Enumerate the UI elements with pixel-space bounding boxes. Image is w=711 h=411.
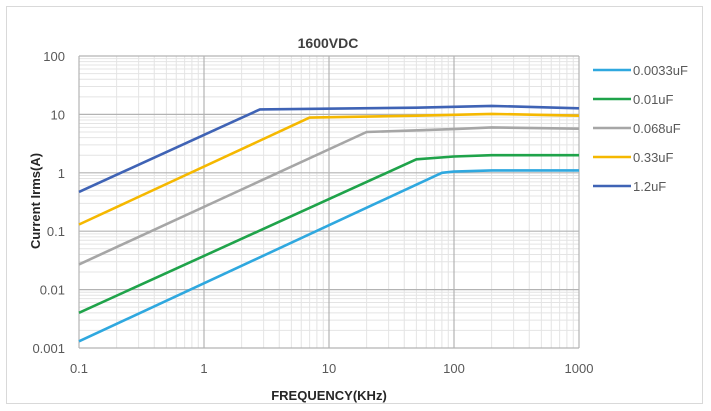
- legend: 0.0033uF 0.01uF 0.068uF 0.33uF 1.2uF: [593, 63, 688, 194]
- x-tick-label: 100: [443, 361, 465, 376]
- y-tick-label: 100: [43, 49, 65, 64]
- x-tick-label: 1000: [565, 361, 594, 376]
- series-line-0.0033uF: [78, 169, 579, 343]
- x-axis-label: FREQUENCY(KHz): [271, 388, 387, 403]
- x-tick-label: 10: [322, 361, 336, 376]
- y-tick-label: 10: [51, 107, 65, 122]
- legend-label-0.01uF: 0.01uF: [633, 92, 674, 107]
- series-line-0.01uF: [78, 153, 579, 314]
- legend-label-0.0033uF: 0.0033uF: [633, 63, 688, 78]
- legend-label-1.2uF: 1.2uF: [633, 179, 666, 194]
- legend-label-0.068uF: 0.068uF: [633, 121, 681, 136]
- y-tick-label: 1: [58, 166, 65, 181]
- series-line-1.2uF: [78, 104, 580, 194]
- x-tick-label: 1: [200, 361, 207, 376]
- x-tick-labels: 0.1 1 10 100 1000: [70, 361, 594, 376]
- series-line-0.33uF: [78, 112, 580, 226]
- chart-frame: [6, 6, 703, 404]
- y-tick-label: 0.1: [47, 224, 65, 239]
- y-tick-label: 0.01: [40, 283, 65, 298]
- series-line-0.068uF: [78, 126, 580, 266]
- legend-label-0.33uF: 0.33uF: [633, 150, 674, 165]
- chart-title: 1600VDC: [298, 35, 359, 51]
- x-tick-label: 0.1: [70, 361, 88, 376]
- y-tick-labels: 0.001 0.01 0.1 1 10 100: [32, 49, 65, 356]
- y-tick-label: 0.001: [32, 341, 65, 356]
- series-group: [78, 104, 580, 343]
- y-axis-label: Current Irms(A): [28, 153, 43, 249]
